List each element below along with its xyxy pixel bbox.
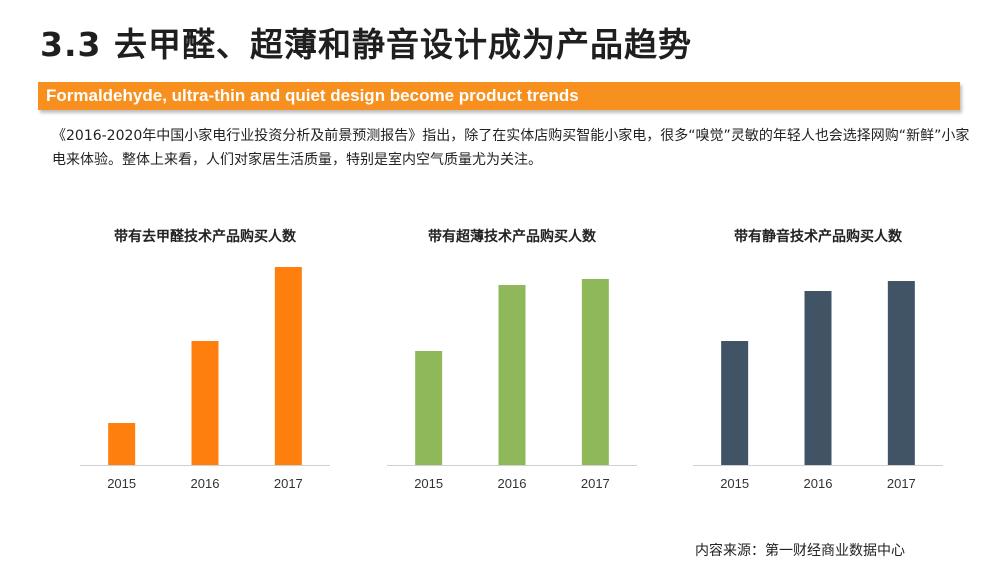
intro-paragraph: 《2016-2020年中国小家电行业投资分析及前景预测报告》指出，除了在实体店购…	[52, 128, 970, 168]
subtitle-banner: Formaldehyde, ultra-thin and quiet desig…	[38, 82, 960, 110]
x-tick-label: 2016	[498, 476, 527, 491]
x-tick-label: 2015	[414, 476, 443, 491]
bar-2017	[274, 267, 302, 465]
x-tick-label: 2016	[804, 476, 833, 491]
x-tick-label: 2017	[581, 476, 610, 491]
x-tick-label: 2017	[887, 476, 916, 491]
chart-title: 带有去甲醛技术产品购买人数	[114, 228, 297, 245]
bar-2017	[887, 281, 915, 465]
x-tick-label: 2017	[274, 476, 303, 491]
bar-2016	[498, 285, 526, 465]
x-tick-label: 2015	[720, 476, 749, 491]
chart-title: 带有静音技术产品购买人数	[734, 228, 903, 245]
x-tick-label: 2016	[191, 476, 220, 491]
chart-title: 带有超薄技术产品购买人数	[428, 228, 597, 245]
bar-2016	[804, 291, 832, 465]
bar-2015	[108, 423, 136, 465]
page-title: 3.3 去甲醛、超薄和静音设计成为产品趋势	[40, 25, 692, 64]
bar-2015	[721, 341, 749, 465]
bar-2016	[191, 341, 219, 465]
banner-text: Formaldehyde, ultra-thin and quiet desig…	[46, 86, 579, 105]
x-tick-label: 2015	[107, 476, 136, 491]
bar-2017	[581, 279, 609, 465]
source-note: 内容来源：第一财经商业数据中心	[695, 543, 905, 559]
bar-2015	[415, 351, 443, 465]
